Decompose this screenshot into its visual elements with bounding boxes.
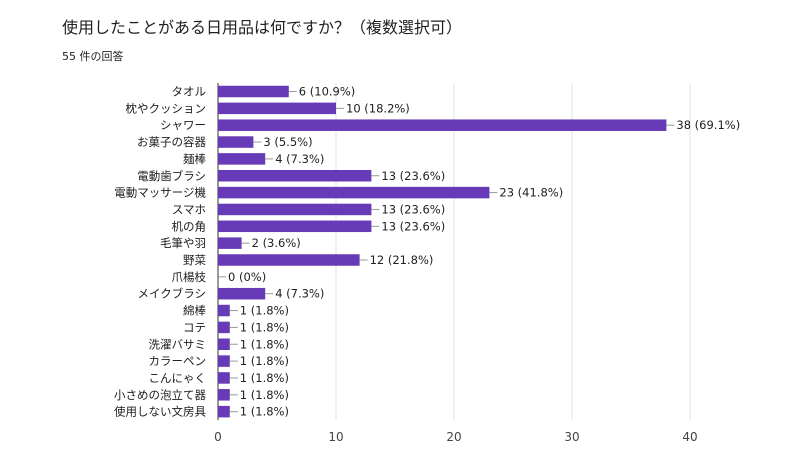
bar bbox=[218, 102, 336, 115]
category-label: 小さめの泡立て器 bbox=[114, 388, 206, 402]
data-label: 10 (18.2%) bbox=[346, 101, 410, 115]
bar bbox=[218, 338, 230, 350]
data-label: 6 (10.9%) bbox=[299, 85, 355, 99]
data-label: 2 (3.6%) bbox=[252, 236, 301, 250]
data-label: 38 (69.1%) bbox=[676, 118, 740, 132]
bar bbox=[218, 321, 230, 334]
data-label: 13 (23.6%) bbox=[381, 219, 445, 233]
category-label: 野菜 bbox=[183, 253, 206, 267]
data-label: 3 (5.5%) bbox=[263, 135, 312, 149]
category-label: 枕やクッション bbox=[126, 101, 207, 115]
category-label: スマホ bbox=[172, 202, 206, 216]
data-label: 0 (0%) bbox=[228, 270, 266, 284]
data-label: 13 (23.6%) bbox=[381, 202, 445, 216]
bar bbox=[218, 355, 230, 367]
data-label: 12 (21.8%) bbox=[370, 253, 434, 267]
bar bbox=[218, 304, 230, 317]
category-label: 毛筆や羽 bbox=[160, 236, 206, 250]
category-label: コテ bbox=[183, 320, 206, 334]
data-label: 4 (7.3%) bbox=[275, 287, 324, 301]
data-label: 1 (1.8%) bbox=[240, 354, 289, 368]
category-label: カラーペン bbox=[149, 354, 207, 368]
category-label: 麺棒 bbox=[183, 152, 206, 166]
category-label: 机の角 bbox=[172, 219, 207, 233]
data-label: 13 (23.6%) bbox=[381, 169, 445, 183]
category-label: タオル bbox=[172, 85, 207, 99]
bar bbox=[218, 254, 360, 266]
data-label: 1 (1.8%) bbox=[240, 388, 289, 402]
x-tick-label: 0 bbox=[214, 430, 222, 444]
x-tick-label: 20 bbox=[446, 430, 461, 444]
data-label: 1 (1.8%) bbox=[240, 337, 289, 351]
chart-title: 使用したことがある日用品は何ですか？（複数選択可） bbox=[62, 18, 463, 37]
bar bbox=[218, 186, 490, 199]
x-tick-label: 10 bbox=[328, 430, 343, 444]
category-label: メイクブラシ bbox=[137, 287, 206, 301]
data-label: 1 (1.8%) bbox=[240, 320, 289, 334]
category-label: 電動マッサージ機 bbox=[114, 186, 206, 200]
bar bbox=[218, 220, 372, 233]
category-label: こんにゃく bbox=[149, 371, 207, 385]
bar bbox=[218, 203, 372, 216]
bar bbox=[218, 170, 372, 182]
bar bbox=[218, 372, 230, 384]
category-label: 使用しない文房具 bbox=[114, 405, 206, 419]
bar bbox=[218, 237, 242, 249]
data-label: 23 (41.8%) bbox=[499, 186, 563, 200]
x-tick-label: 30 bbox=[564, 430, 579, 444]
data-label: 4 (7.3%) bbox=[275, 152, 324, 166]
bar bbox=[218, 153, 266, 165]
bar bbox=[218, 136, 254, 148]
data-label: 1 (1.8%) bbox=[240, 405, 289, 419]
category-label: 電動歯ブラシ bbox=[137, 169, 206, 183]
category-label: 綿棒 bbox=[183, 304, 206, 318]
category-label: お菓子の容器 bbox=[137, 135, 206, 149]
bar bbox=[218, 85, 289, 98]
bar bbox=[218, 389, 230, 401]
data-label: 1 (1.8%) bbox=[240, 371, 289, 385]
category-label: 爪楊枝 bbox=[172, 270, 207, 284]
response-count: 55 件の回答 bbox=[62, 50, 124, 63]
bar bbox=[218, 287, 266, 300]
category-label: シャワー bbox=[160, 118, 206, 132]
bar bbox=[218, 119, 667, 131]
data-label: 1 (1.8%) bbox=[240, 304, 289, 318]
x-tick-label: 40 bbox=[682, 430, 697, 444]
category-label: 洗濯バサミ bbox=[149, 337, 207, 351]
bar bbox=[218, 405, 230, 418]
